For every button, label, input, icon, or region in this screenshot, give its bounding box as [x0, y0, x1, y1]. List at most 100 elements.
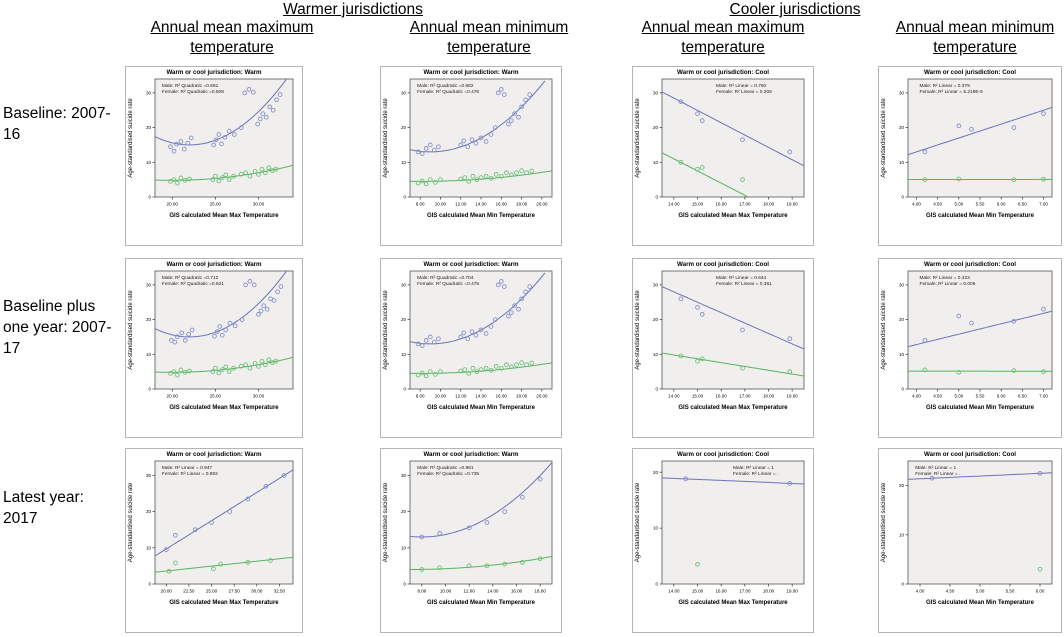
svg-text:GIS calculated Mean Max Temper: GIS calculated Mean Max Temperature — [678, 405, 788, 411]
svg-text:10: 10 — [653, 352, 659, 357]
svg-text:14.00: 14.00 — [668, 394, 680, 399]
svg-text:10: 10 — [653, 160, 659, 165]
svg-text:GIS calculated Mean Max Temper: GIS calculated Mean Max Temperature — [678, 213, 788, 219]
plot-svg-r2c2: Warm or cool jurisdiction: Warm 0 10 20 30 8.… — [380, 258, 562, 438]
svg-text:30: 30 — [146, 282, 152, 287]
cool-group-header: Cooler jurisdictions — [729, 1, 861, 18]
svg-text:0: 0 — [403, 582, 406, 587]
svg-text:6.00: 6.00 — [997, 394, 1006, 399]
svg-text:10.00: 10.00 — [435, 394, 447, 399]
svg-text:16.00: 16.00 — [716, 202, 728, 207]
svg-text:Warm or cool jurisdiction: War: Warm or cool jurisdiction: Warm — [423, 261, 519, 268]
svg-text:20.00: 20.00 — [536, 202, 548, 207]
svg-text:Male: R² Linear = 0.323: Male: R² Linear = 0.323 — [920, 275, 971, 281]
svg-text:Male: R² Quadratic =0.681: Male: R² Quadratic =0.681 — [162, 83, 219, 89]
svg-text:30.00: 30.00 — [253, 202, 265, 207]
svg-text:7.00: 7.00 — [1039, 202, 1048, 207]
svg-text:Female: R² Linear = 0.006: Female: R² Linear = 0.006 — [920, 281, 976, 287]
svg-text:Warm or cool jurisdiction: War: Warm or cool jurisdiction: Warm — [166, 261, 262, 268]
svg-text:22.50: 22.50 — [183, 589, 195, 594]
svg-text:Age-standardised suicide rate: Age-standardised suicide rate — [635, 482, 641, 562]
plot-svg-r3c1: Warm or cool jurisdiction: Warm 0 10 20 30 20… — [125, 448, 303, 633]
svg-text:10: 10 — [653, 526, 659, 531]
svg-text:Female: R² Quadratic =0.476: Female: R² Quadratic =0.476 — [417, 89, 479, 95]
svg-text:4.50: 4.50 — [933, 394, 942, 399]
svg-text:GIS calculated Mean Min Temper: GIS calculated Mean Min Temperature — [427, 405, 536, 411]
svg-text:30: 30 — [401, 90, 407, 95]
svg-text:6.50: 6.50 — [1018, 394, 1027, 399]
svg-text:20: 20 — [653, 470, 659, 475]
scatter-plot-r3c2: Warm or cool jurisdiction: Warm 0 10 20 30 8.… — [380, 448, 562, 633]
svg-text:Age-standardised suicide rate: Age-standardised suicide rate — [881, 98, 887, 178]
svg-text:Warm or cool jurisdiction: War: Warm or cool jurisdiction: Warm — [423, 69, 519, 76]
svg-text:5.50: 5.50 — [976, 202, 985, 207]
svg-text:10: 10 — [146, 545, 152, 550]
scatter-plot-r2c2: Warm or cool jurisdiction: Warm 0 10 20 30 8.… — [380, 258, 562, 438]
plot-svg-r3c3: Warm or cool jurisdiction: Cool 0 10 20 14.0… — [632, 448, 814, 633]
svg-text:Male: R² Quadratic =0.981: Male: R² Quadratic =0.981 — [417, 465, 474, 471]
svg-text:12.00: 12.00 — [455, 394, 467, 399]
svg-text:6.00: 6.00 — [997, 202, 1006, 207]
svg-text:10.00: 10.00 — [435, 202, 447, 207]
svg-text:30: 30 — [899, 90, 905, 95]
svg-text:10: 10 — [899, 160, 905, 165]
svg-text:GIS calculated Mean Max Temper: GIS calculated Mean Max Temperature — [678, 600, 788, 606]
svg-text:4.00: 4.00 — [912, 394, 921, 399]
svg-text:Female: R² Linear = 0.361: Female: R² Linear = 0.361 — [716, 281, 772, 287]
plot-svg-r2c4: Warm or cool jurisdiction: Cool 0 10 20 30 4.… — [878, 258, 1062, 438]
svg-text:5.00: 5.00 — [976, 589, 985, 594]
svg-text:Male: R² Linear = 0.379: Male: R² Linear = 0.379 — [920, 83, 971, 89]
svg-text:Age-standardised suicide rate: Age-standardised suicide rate — [128, 98, 134, 178]
svg-text:16.00: 16.00 — [496, 394, 508, 399]
svg-text:16.00: 16.00 — [511, 589, 523, 594]
svg-text:Female: R² Quadratic =0.521: Female: R² Quadratic =0.521 — [162, 281, 224, 287]
svg-text:20: 20 — [401, 317, 407, 322]
svg-text:14.00: 14.00 — [668, 202, 680, 207]
svg-text:4.50: 4.50 — [946, 589, 955, 594]
warm-group-header: Warmer jurisdictions — [283, 1, 423, 18]
scatter-plot-r1c2: Warm or cool jurisdiction: Warm 0 10 20 30 8.… — [380, 66, 562, 246]
svg-text:Age-standardised suicide rate: Age-standardised suicide rate — [128, 482, 134, 562]
svg-text:5.00: 5.00 — [954, 394, 963, 399]
svg-text:14.00: 14.00 — [475, 202, 487, 207]
plot-svg-r1c2: Warm or cool jurisdiction: Warm 0 10 20 30 8.… — [380, 66, 562, 246]
svg-text:Male: R² Quadratic =0.704: Male: R² Quadratic =0.704 — [417, 275, 474, 281]
subheader-warm-max: Annual mean maximum temperature — [150, 19, 314, 56]
svg-text:Male: R² Quadratic =0.712: Male: R² Quadratic =0.712 — [162, 275, 219, 281]
svg-text:30: 30 — [401, 282, 407, 287]
plot-svg-r3c2: Warm or cool jurisdiction: Warm 0 10 20 30 8.… — [380, 448, 562, 633]
svg-text:8.00: 8.00 — [416, 202, 425, 207]
svg-text:25.00: 25.00 — [210, 202, 222, 207]
svg-text:GIS calculated Mean Min Temper: GIS calculated Mean Min Temperature — [926, 600, 1035, 606]
scatter-plot-r2c3: Warm or cool jurisdiction: Cool 0 10 20 30 14… — [632, 258, 814, 438]
svg-text:20.00: 20.00 — [167, 394, 179, 399]
svg-text:18.00: 18.00 — [516, 394, 528, 399]
plot-svg-r2c1: Warm or cool jurisdiction: Warm 0 10 20 30 20… — [125, 258, 303, 438]
svg-text:0: 0 — [901, 582, 904, 587]
svg-text:20: 20 — [899, 317, 905, 322]
svg-text:25.00: 25.00 — [206, 589, 218, 594]
svg-text:32.50: 32.50 — [274, 589, 286, 594]
svg-text:0: 0 — [901, 387, 904, 392]
svg-text:10.00: 10.00 — [440, 589, 452, 594]
svg-text:10: 10 — [146, 352, 152, 357]
svg-text:Female: R² Quadratic =0.735: Female: R² Quadratic =0.735 — [417, 471, 479, 477]
svg-text:30.00: 30.00 — [253, 394, 265, 399]
svg-text:GIS calculated Mean Max Temper: GIS calculated Mean Max Temperature — [169, 405, 279, 411]
svg-text:20: 20 — [146, 509, 152, 514]
svg-text:0: 0 — [148, 387, 151, 392]
svg-text:0: 0 — [655, 387, 658, 392]
svg-text:Female: R² Linear = 0.308: Female: R² Linear = 0.308 — [716, 89, 772, 95]
svg-text:8.00: 8.00 — [416, 394, 425, 399]
svg-text:17.00: 17.00 — [739, 589, 751, 594]
svg-text:7.00: 7.00 — [1039, 394, 1048, 399]
svg-text:8.00: 8.00 — [417, 589, 426, 594]
svg-text:GIS calculated Mean Min Temper: GIS calculated Mean Min Temperature — [427, 213, 536, 219]
svg-text:20: 20 — [899, 125, 905, 130]
svg-text:Warm or cool jurisdiction: Coo: Warm or cool jurisdiction: Cool — [677, 261, 769, 268]
plot-svg-r1c4: Warm or cool jurisdiction: Cool 0 10 20 30 4.… — [878, 66, 1062, 246]
svg-text:6.00: 6.00 — [1036, 589, 1045, 594]
svg-text:Warm or cool jurisdiction: Coo: Warm or cool jurisdiction: Cool — [924, 69, 1016, 76]
svg-text:Age-standardised suicide rate: Age-standardised suicide rate — [881, 482, 887, 562]
plot-svg-r1c1: Warm or cool jurisdiction: Warm 0 10 20 30 20… — [125, 66, 303, 246]
